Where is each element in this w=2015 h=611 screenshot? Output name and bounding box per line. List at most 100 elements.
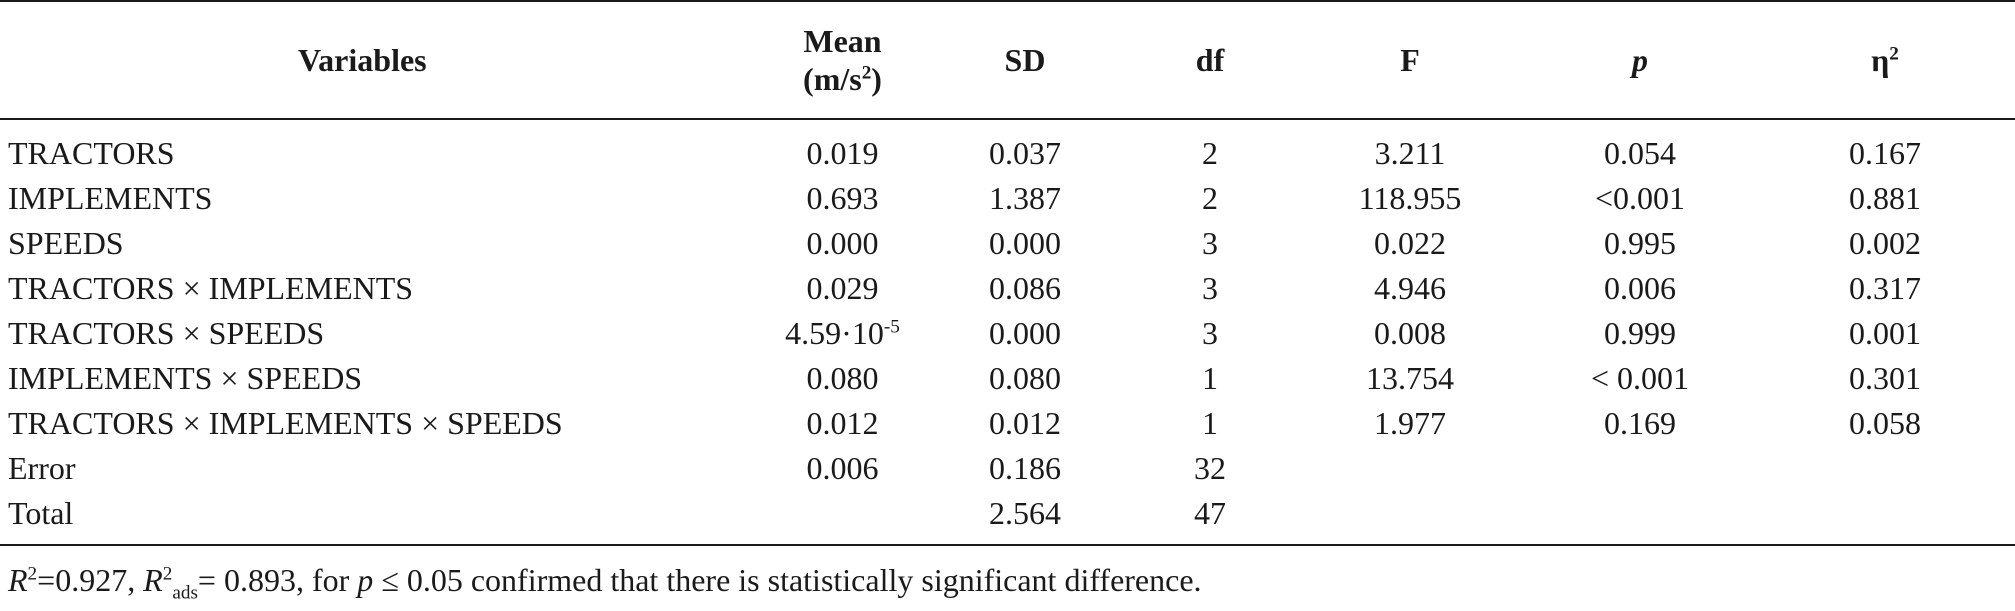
cell-variable: SPEEDS (8, 224, 124, 261)
header-eta-base: η (1871, 41, 1890, 78)
cell-mean: 0.080 (806, 359, 879, 396)
cell-f: 4.946 (1374, 269, 1446, 306)
cell-sd: 1.387 (989, 179, 1061, 216)
table-row: SPEEDS 0.000 0.000 3 0.022 0.995 0.002 (0, 220, 2015, 265)
header-sd: SD (1004, 41, 1046, 78)
cell-df: 3 (1202, 224, 1218, 261)
cell-df: 1 (1202, 359, 1218, 396)
cell-eta2: 0.301 (1849, 359, 1921, 396)
header-mean: Mean (m/s2) (760, 0, 925, 119)
cell-variable: Error (8, 449, 76, 486)
note-r2ads-symbol: R (143, 562, 163, 598)
cell-f: 0.008 (1374, 314, 1446, 351)
cell-sd: 2.564 (989, 494, 1061, 531)
cell-df: 1 (1202, 404, 1218, 441)
cell-df: 32 (1194, 449, 1226, 486)
table-row: TRACTORS × IMPLEMENTS 0.029 0.086 3 4.94… (0, 265, 2015, 310)
cell-eta2: 0.881 (1849, 179, 1921, 216)
cell-sd: 0.080 (989, 359, 1061, 396)
table-footnote: R2=0.927, R2ads= 0.893, for p ≤ 0.05 con… (8, 560, 1202, 604)
cell-eta2: 0.001 (1849, 314, 1921, 351)
note-r2-symbol: R (8, 562, 28, 598)
cell-p: < 0.001 (1590, 359, 1690, 396)
cell-mean: 0.006 (806, 449, 879, 486)
table-row: TRACTORS × SPEEDS 4.59·10-5 0.000 3 0.00… (0, 310, 2015, 355)
cell-df: 3 (1202, 314, 1218, 351)
header-p: p (1632, 41, 1648, 78)
header-rule (0, 118, 2015, 120)
cell-mean-base: 4.59·10 (785, 314, 884, 351)
cell-f: 3.211 (1374, 135, 1446, 171)
header-df: df (1195, 41, 1225, 78)
cell-eta2: 0.167 (1849, 135, 1921, 171)
header-variables: Variables (298, 41, 427, 78)
cell-mean (760, 490, 925, 535)
header-mean-unit-suffix: ) (871, 60, 882, 97)
cell-f: 118.955 (1358, 179, 1462, 216)
cell-eta2 (1755, 490, 2015, 535)
note-r2ads-value: = 0.893, for (197, 562, 358, 598)
cell-sd: 0.186 (989, 449, 1061, 486)
header-f: F (1400, 41, 1420, 78)
header-mean-line1: Mean (803, 22, 882, 59)
cell-eta2: 0.317 (1849, 269, 1921, 306)
cell-f: 0.022 (1374, 224, 1446, 261)
note-r2-value: =0.927, (37, 562, 144, 598)
cell-p (1525, 445, 1755, 490)
note-r2-sup: 2 (27, 563, 38, 585)
cell-variable: TRACTORS × SPEEDS (8, 314, 325, 351)
cell-variable: TRACTORS × IMPLEMENTS × SPEEDS (8, 404, 563, 441)
cell-df: 47 (1194, 494, 1226, 531)
cell-variable: TRACTORS (8, 135, 175, 171)
cell-f (1295, 445, 1525, 490)
table-row: Total 2.564 47 (0, 490, 2015, 535)
cell-df: 3 (1202, 269, 1218, 306)
cell-eta2 (1755, 445, 2015, 490)
cell-variable: Total (8, 494, 74, 531)
cell-mean: 0.029 (806, 269, 879, 306)
cell-f: 13.754 (1366, 359, 1454, 396)
header-eta-sup: 2 (1889, 42, 1899, 64)
cell-sd: 0.000 (989, 314, 1061, 351)
cell-mean: 0.012 (806, 404, 879, 441)
cell-eta2: 0.002 (1849, 224, 1921, 261)
cell-mean-exponent: -5 (883, 315, 900, 337)
note-p-symbol: p (357, 562, 374, 598)
cell-f (1295, 490, 1525, 535)
cell-p: 0.006 (1604, 269, 1676, 306)
table-row: Error 0.006 0.186 32 (0, 445, 2015, 490)
cell-eta2: 0.058 (1849, 404, 1921, 441)
header-mean-unit-sup: 2 (861, 61, 872, 83)
cell-p: 0.999 (1604, 314, 1676, 351)
cell-variable: TRACTORS × IMPLEMENTS (8, 269, 414, 306)
cell-p: 0.169 (1604, 404, 1676, 441)
cell-mean: 0.693 (806, 179, 879, 216)
cell-sd: 0.000 (989, 224, 1061, 261)
cell-sd: 0.012 (989, 404, 1061, 441)
table-row: TRACTORS 0.019 0.037 2 3.211 0.054 0.167 (0, 119, 2015, 175)
note-tail: ≤ 0.05 confirmed that there is statistic… (373, 562, 1202, 598)
header-mean-unit-prefix: (m/s (803, 60, 862, 97)
cell-p: 0.995 (1604, 224, 1676, 261)
cell-p (1525, 490, 1755, 535)
table-row: IMPLEMENTS 0.693 1.387 2 118.955 <0.001 … (0, 175, 2015, 220)
table-row: IMPLEMENTS × SPEEDS 0.080 0.080 1 13.754… (0, 355, 2015, 400)
cell-variable: IMPLEMENTS (8, 179, 213, 216)
top-rule (0, 0, 2015, 2)
bottom-rule (0, 544, 2015, 546)
cell-f: 1.977 (1374, 404, 1446, 441)
cell-sd: 0.086 (989, 269, 1061, 306)
note-r2ads-sup: 2 (162, 563, 173, 585)
note-r2ads-sub: ads (172, 582, 198, 604)
anova-table: Variables Mean (m/s2) SD df F p η2 TRACT… (0, 0, 2015, 535)
cell-sd: 0.037 (989, 135, 1061, 171)
cell-df: 2 (1202, 179, 1218, 216)
header-row: Variables Mean (m/s2) SD df F p η2 (0, 0, 2015, 119)
cell-mean: 0.000 (806, 224, 879, 261)
cell-mean: 0.019 (806, 135, 879, 171)
header-eta-squared: η2 (1755, 0, 2015, 119)
cell-df: 2 (1202, 135, 1218, 171)
cell-p: 0.054 (1604, 135, 1676, 171)
table-row: TRACTORS × IMPLEMENTS × SPEEDS 0.012 0.0… (0, 400, 2015, 445)
